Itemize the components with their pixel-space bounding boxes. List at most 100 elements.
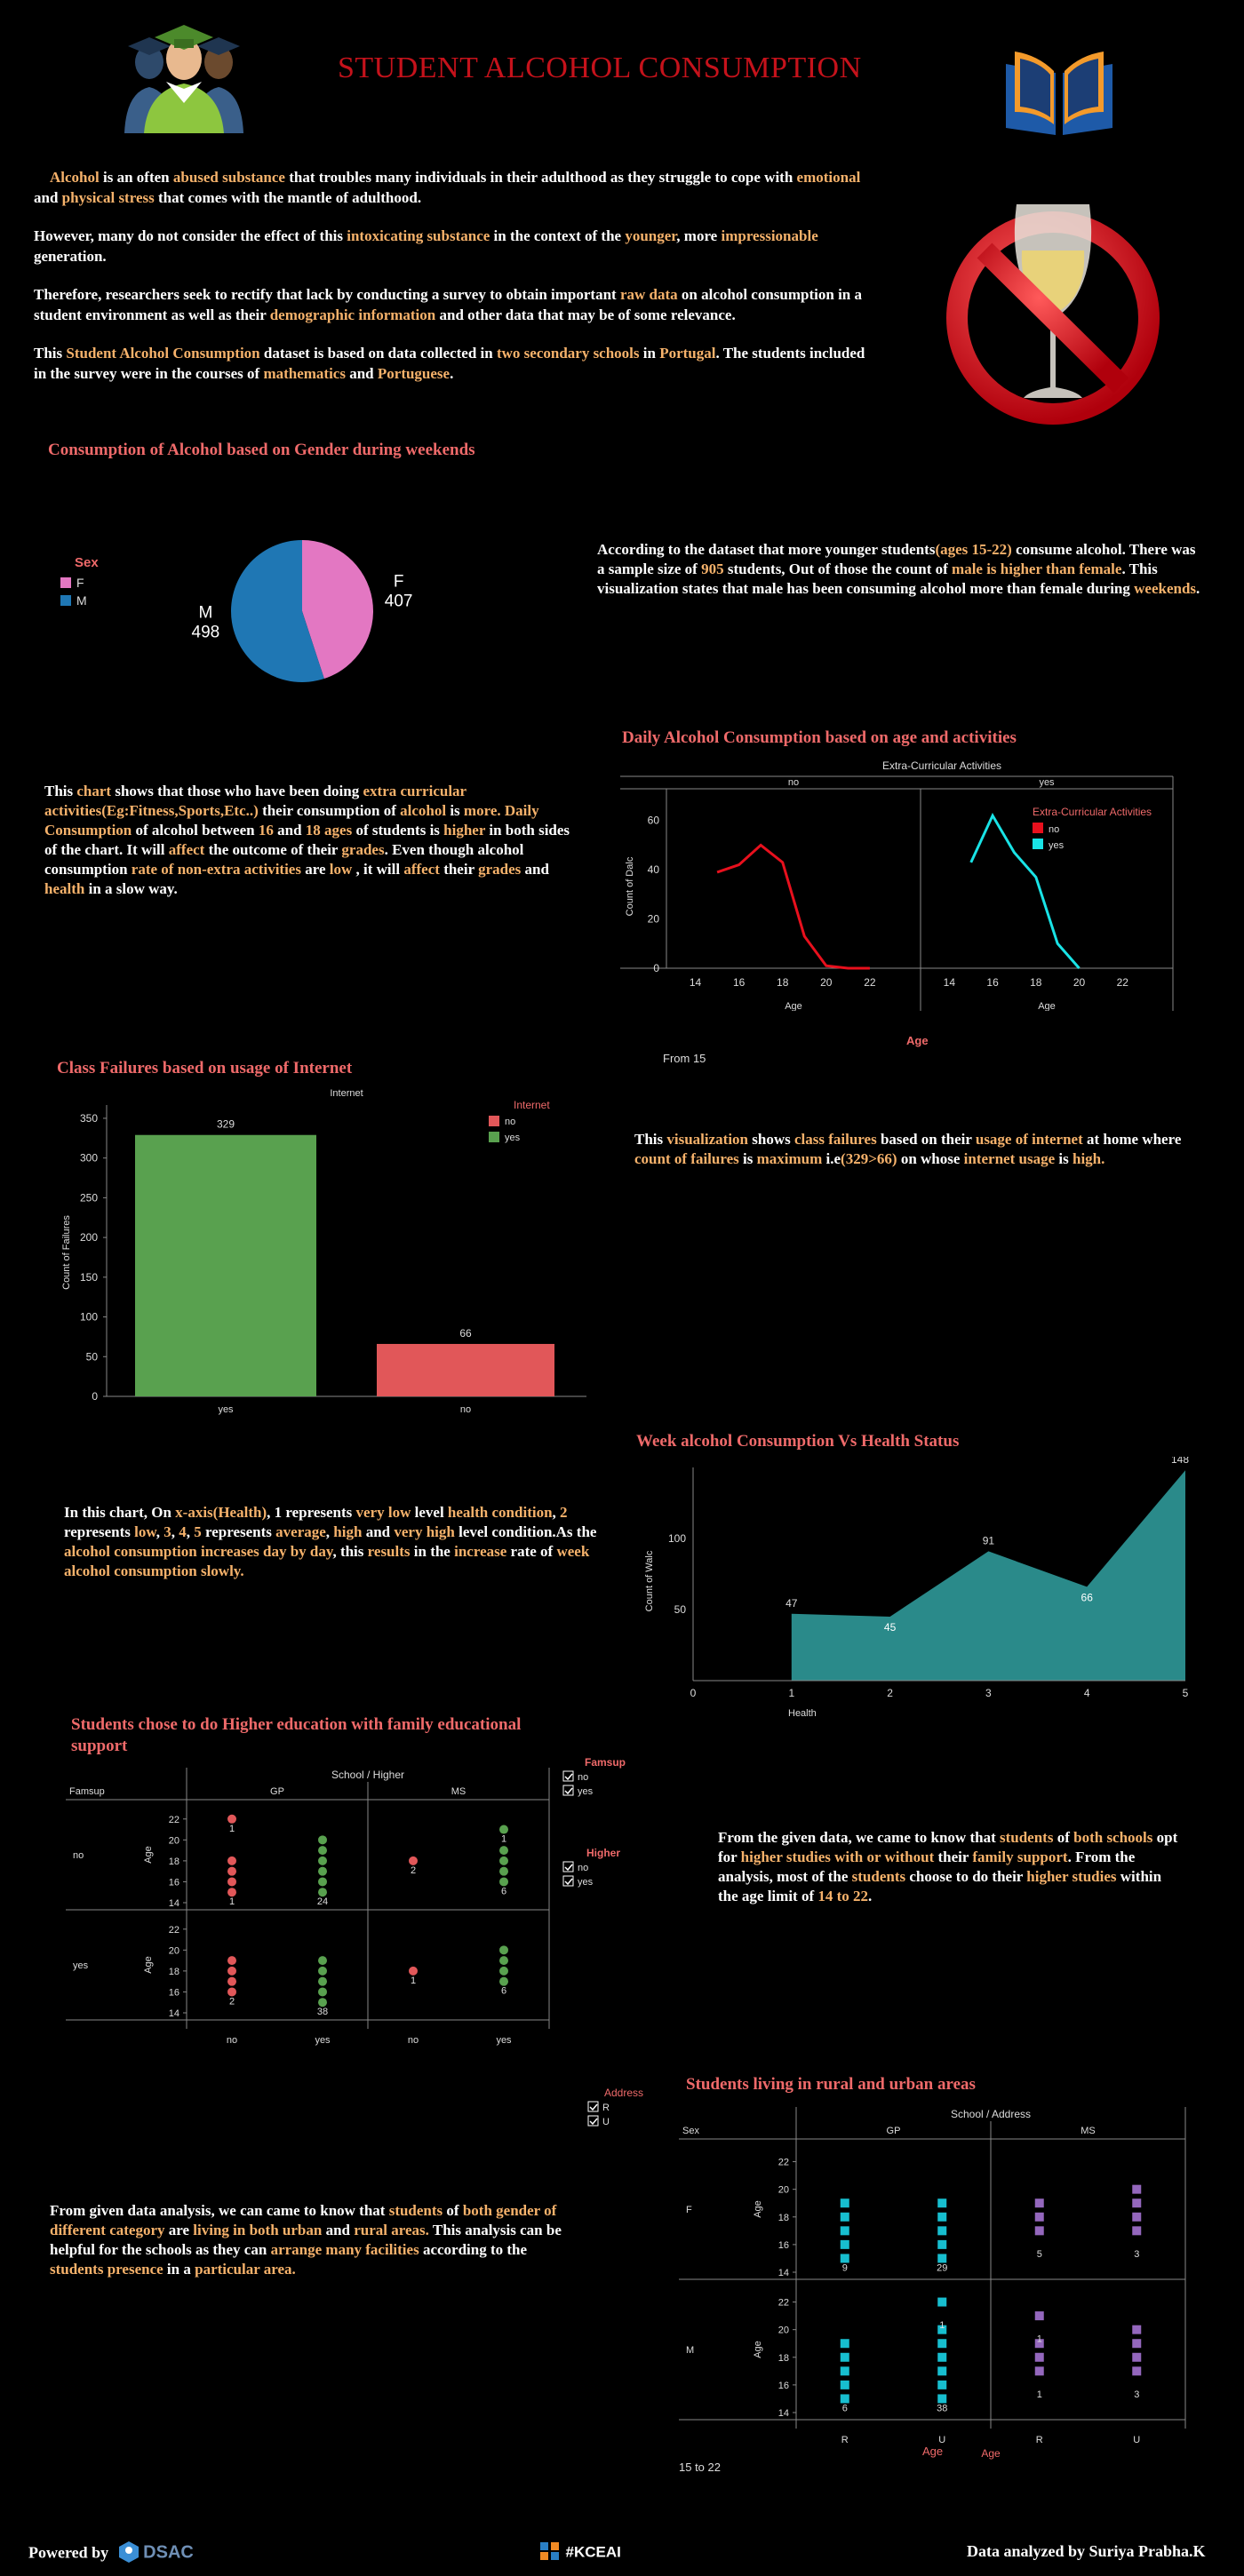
highlight-text: average [275,1523,326,1540]
footer-powered-by: Powered by DSAC [28,2540,194,2568]
higher-description: From the given data, we came to know tha… [718,1828,1180,1906]
bar-category-label: yes [218,1404,234,1415]
facet-y-tick: 18 [169,1856,179,1867]
facet-mark [840,2239,849,2249]
body-text: shows [748,1131,794,1148]
dsac-label: DSAC [143,2542,194,2563]
famsup-legend-checkbox [562,1785,574,1796]
facet-row-label: M [686,2345,694,2356]
address-legend-label: R [602,2103,610,2113]
facet-mark [840,2254,849,2263]
body-text: are [164,2222,194,2238]
facet-mark [937,2352,947,2362]
pie-legend-label: M [76,593,87,608]
facet-mark [937,2198,947,2208]
facet-count-label: 1 [1037,2334,1042,2345]
area-x-label: Health [788,1708,817,1719]
body-text: of [443,2202,463,2219]
facet-mark [1132,2366,1142,2376]
pie-legend: Sex FM [60,555,99,608]
facet-mark [227,1877,236,1887]
facet-y-label: Age [143,1956,154,1974]
body-text: in [639,345,660,362]
facet-mark [937,2239,947,2249]
body-text: level [411,1504,448,1521]
highlight-text: higher [443,822,486,839]
facet-count-label: 24 [317,1896,328,1907]
highlight-text: health condition [447,1504,553,1521]
facet-x-label: R [1036,2435,1043,2445]
health-section-title: Week alcohol Consumption Vs Health Statu… [636,1432,960,1451]
facet-mark [499,1866,508,1876]
highlight-text: affect [403,861,440,878]
facet-mark [1132,2184,1142,2194]
higher-legend-label: yes [578,1877,594,1888]
highlight-text: of different category [50,2202,557,2238]
facet-y-tick: 16 [778,2381,789,2391]
body-text: rate of [506,1543,557,1560]
highlight-text: demographic information [269,306,436,323]
body-text: the outcome of their [204,841,342,858]
highlight-text: raw data [619,286,678,303]
highlight-text: Portugal [659,345,716,362]
bar-value-label: 66 [459,1327,472,1340]
facet-mark [937,2254,947,2263]
highlight-text: chart [76,783,112,799]
area-y-tick: 50 [674,1603,687,1616]
line-x-tick: 22 [864,976,876,989]
check-icon [564,1878,573,1886]
area-value-label: 91 [983,1534,995,1546]
body-text: that comes with the mantle of adulthood. [154,189,422,206]
higher-legend-title: Higher [586,1847,620,1859]
facet-mark [499,1846,508,1856]
area-x-tick: 0 [690,1687,697,1699]
dsac-logo-icon [118,2540,140,2568]
highlight-text: two secondary schools [496,345,640,362]
highlight-text: particular area. [195,2261,296,2278]
intro-paragraph: This Student Alcohol Consumption dataset… [34,343,878,384]
area-y-label: Count of Walc [644,1550,655,1611]
facet-mark [318,1846,327,1856]
line-x-tick: 20 [820,976,833,989]
line-x-tick: 18 [777,976,789,989]
bar-category-label: no [460,1404,471,1415]
powered-by-label: Powered by [28,2543,109,2562]
pie-slice [302,540,374,680]
body-text: on whose [897,1150,964,1167]
line-x-label: Age [1038,1001,1056,1011]
highlight-text: very low [355,1504,411,1521]
facet-y-tick: 22 [169,1925,179,1936]
line-panel-header: no [788,777,799,788]
facet-count-label: 38 [317,2007,328,2017]
highlight-text: results [367,1543,411,1560]
higher-legend-checkbox [562,1875,574,1887]
bar-legend-swatch [489,1132,499,1142]
line-legend-label: yes [1049,840,1065,851]
highlight-text: week alcohol consumption slowly. [64,1543,590,1579]
facet-mark [318,1976,327,1986]
highlight-text: both gender [462,2202,540,2219]
graduates-icon [117,16,251,133]
address-section-title: Students living in rural and urban areas [686,2075,976,2094]
pie-legend-swatch [60,595,71,606]
facet-mark [318,1888,327,1897]
body-text: , [325,1523,334,1540]
body-text: From the given data, we came to know tha… [718,1829,1000,1846]
facet-mark [499,1976,508,1986]
no-alcohol-icon [944,197,1162,426]
address-description: From given data analysis, we can came to… [50,2201,565,2279]
check-icon [564,1864,573,1872]
body-text: of students is [352,822,444,839]
open-book-icon [1002,46,1116,135]
body-text: within the age limit of [718,1868,1162,1904]
highlight-text: alcohol consumption increases day by day [64,1543,333,1560]
facet-mark [227,1888,236,1897]
higher-legend-label: no [578,1863,588,1873]
body-text: and [521,861,549,878]
body-text: their [439,861,479,878]
page-title: STUDENT ALCOHOL CONSUMPTION [338,52,862,84]
intro-text: Alcohol is an often abused substance tha… [34,167,878,402]
facet-mark [937,2297,947,2307]
highlight-text: internet usage [963,1150,1056,1167]
